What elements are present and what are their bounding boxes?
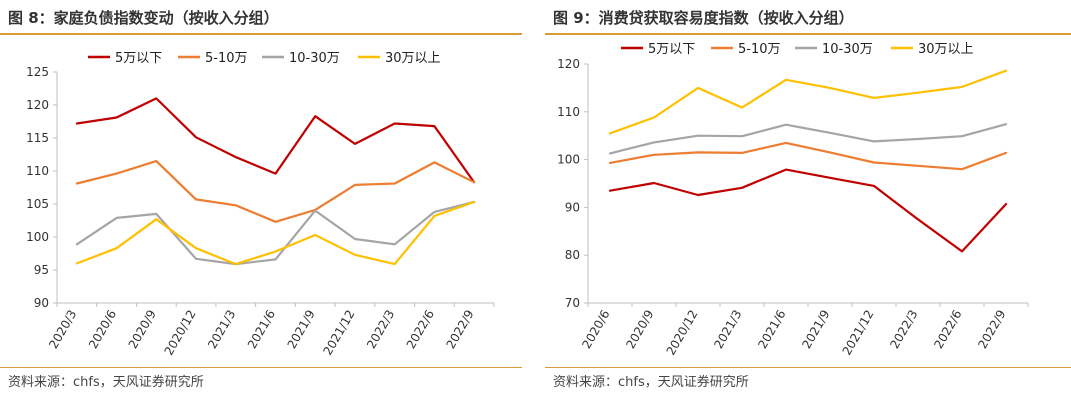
legend-label: 5-10万: [205, 51, 248, 66]
figure-title: 图 9：消费贷获取容易度指数（按收入分组）: [553, 9, 854, 27]
series-line: [75, 159, 476, 223]
x-tick-label: 2021/3: [711, 308, 744, 352]
y-tick-label: 95: [34, 263, 49, 277]
source-divider: [0, 367, 522, 368]
series-line: [75, 200, 476, 266]
title-divider: [545, 33, 1071, 35]
x-tick-label: 2021/9: [285, 308, 318, 352]
source-note: 资料来源：chfs，天风证券研究所: [553, 375, 749, 390]
y-tick-label: 115: [26, 131, 49, 145]
y-tick-label: 120: [557, 57, 580, 71]
y-tick-label: 70: [565, 296, 580, 310]
x-tick-label: 2020/9: [126, 308, 159, 352]
x-tick-label: 2022/9: [444, 308, 477, 352]
x-tick-label: 2022/3: [364, 308, 397, 352]
legend-label: 5-10万: [738, 42, 781, 57]
x-tick-label: 2021/12: [840, 308, 877, 358]
x-tick-label: 2021/9: [799, 308, 832, 352]
x-tick-label: 2021/6: [755, 308, 788, 352]
x-tick-label: 2020/6: [579, 308, 612, 352]
x-tick-label: 2021/6: [245, 308, 278, 352]
x-tick-label: 2021/3: [205, 308, 238, 352]
x-tick-label: 2020/12: [162, 308, 199, 358]
y-tick-label: 105: [26, 197, 49, 211]
series-line: [608, 123, 1008, 155]
line-chart-consumer-loan-ease: 70 80 90 100 110 120 2020/6 2020/9 2020/12 2021/3…: [557, 42, 1029, 358]
x-tick-label: 2020/9: [623, 308, 656, 352]
y-tick-label: 90: [565, 200, 580, 214]
legend-label: 5万以下: [115, 51, 162, 66]
series-line: [75, 200, 476, 266]
series-line: [75, 97, 476, 184]
y-tick-label: 100: [557, 153, 580, 167]
y-tick-label: 80: [565, 248, 580, 262]
figure-title: 图 8：家庭负债指数变动（按收入分组）: [8, 9, 279, 27]
legend-label: 30万以上: [918, 42, 974, 57]
source-divider: [545, 367, 1071, 368]
y-tick-label: 120: [26, 98, 49, 112]
x-tick-label: 2020/6: [86, 308, 119, 352]
source-note: 资料来源：chfs，天风证券研究所: [8, 375, 204, 390]
y-tick-label: 110: [557, 105, 580, 119]
x-tick-label: 2022/6: [931, 308, 964, 352]
title-divider: [0, 33, 522, 35]
x-tick-label: 2022/6: [404, 308, 437, 352]
x-tick-label: 2022/9: [975, 308, 1008, 352]
y-tick-label: 90: [34, 296, 49, 310]
right-figure-panel: 图 9：消费贷获取容易度指数（按收入分组） 70 80 90 100 110 120 202…: [545, 0, 1071, 400]
x-tick-label: 2022/3: [887, 308, 920, 352]
line-chart-household-debt: 90 95 100 105 110 115 120 125 2020/3 2020/6 2020/9…: [26, 51, 495, 358]
legend-label: 30万以上: [385, 51, 441, 66]
y-tick-label: 110: [26, 164, 49, 178]
legend-label: 10-30万: [822, 42, 873, 57]
legend-label: 5万以下: [648, 42, 695, 57]
series-line: [608, 141, 1008, 171]
series-line: [608, 168, 1008, 253]
series-line: [608, 69, 1008, 135]
y-tick-label: 125: [26, 65, 49, 79]
x-tick-label: 2021/12: [320, 308, 357, 358]
y-tick-label: 100: [26, 230, 49, 244]
left-figure-panel: 图 8：家庭负债指数变动（按收入分组） 90 95 100 105 110 115 120 1…: [0, 0, 522, 400]
legend-label: 10-30万: [289, 51, 340, 66]
x-tick-label: 2020/12: [664, 308, 701, 358]
x-tick-label: 2020/3: [46, 308, 79, 352]
